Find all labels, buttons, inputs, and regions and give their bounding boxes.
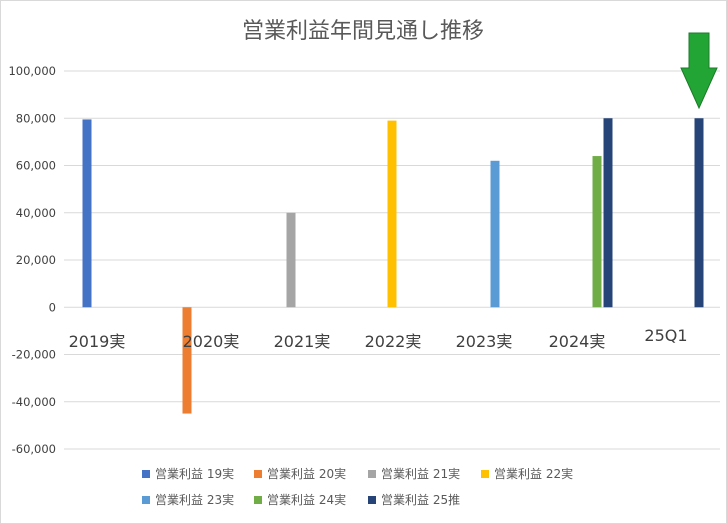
y-tick-label: -40,000 [12, 395, 56, 409]
legend-swatch [368, 496, 376, 504]
legend-label: 営業利益 23実 [155, 492, 234, 507]
category-label: 2020実 [183, 332, 240, 351]
bar [694, 118, 704, 308]
legend-label: 営業利益 24実 [267, 492, 346, 507]
y-tick-label: 80,000 [16, 111, 56, 125]
y-tick-label: 0 [49, 300, 56, 314]
y-axis-labels: 100,000 80,000 60,000 40,000 20,000 0 -20,000 -… [8, 64, 56, 456]
legend-swatch [481, 470, 489, 478]
bar [82, 119, 92, 308]
legend-swatch [142, 496, 150, 504]
bar [490, 160, 500, 308]
legend-label: 営業利益 21実 [381, 466, 460, 481]
arrow-down-icon [680, 32, 718, 110]
chart-title: 営業利益年間見通し推移 [242, 19, 484, 44]
legend-label: 営業利益 20実 [267, 466, 346, 481]
category-labels: 2019実 2020実 2021実 2022実 2023実 2024実 25Q1 [69, 326, 688, 351]
category-label: 2022実 [365, 332, 422, 351]
category-label: 25Q1 [644, 326, 687, 345]
y-tick-label: 100,000 [8, 64, 56, 78]
bar [286, 212, 296, 308]
y-tick-label: -60,000 [12, 442, 56, 456]
bar [387, 120, 397, 308]
y-tick-label: 60,000 [16, 159, 56, 173]
category-label: 2019実 [69, 332, 126, 351]
y-tick-label: 20,000 [16, 253, 56, 267]
y-tick-label: -20,000 [12, 348, 56, 362]
y-tick-label: 40,000 [16, 206, 56, 220]
category-label: 2024実 [549, 332, 606, 351]
category-label: 2023実 [456, 332, 513, 351]
bar [182, 307, 192, 414]
legend-swatch [254, 496, 262, 504]
legend-swatch [254, 470, 262, 478]
legend-swatch [368, 470, 376, 478]
bars [82, 118, 704, 414]
bar [592, 156, 602, 308]
annotations [680, 32, 718, 110]
legend-label: 営業利益 19実 [155, 466, 234, 481]
category-label: 2021実 [274, 332, 331, 351]
legend-label: 営業利益 22実 [494, 466, 573, 481]
legend-swatch [142, 470, 150, 478]
legend-label: 営業利益 25推 [381, 493, 460, 507]
bar [603, 118, 613, 308]
